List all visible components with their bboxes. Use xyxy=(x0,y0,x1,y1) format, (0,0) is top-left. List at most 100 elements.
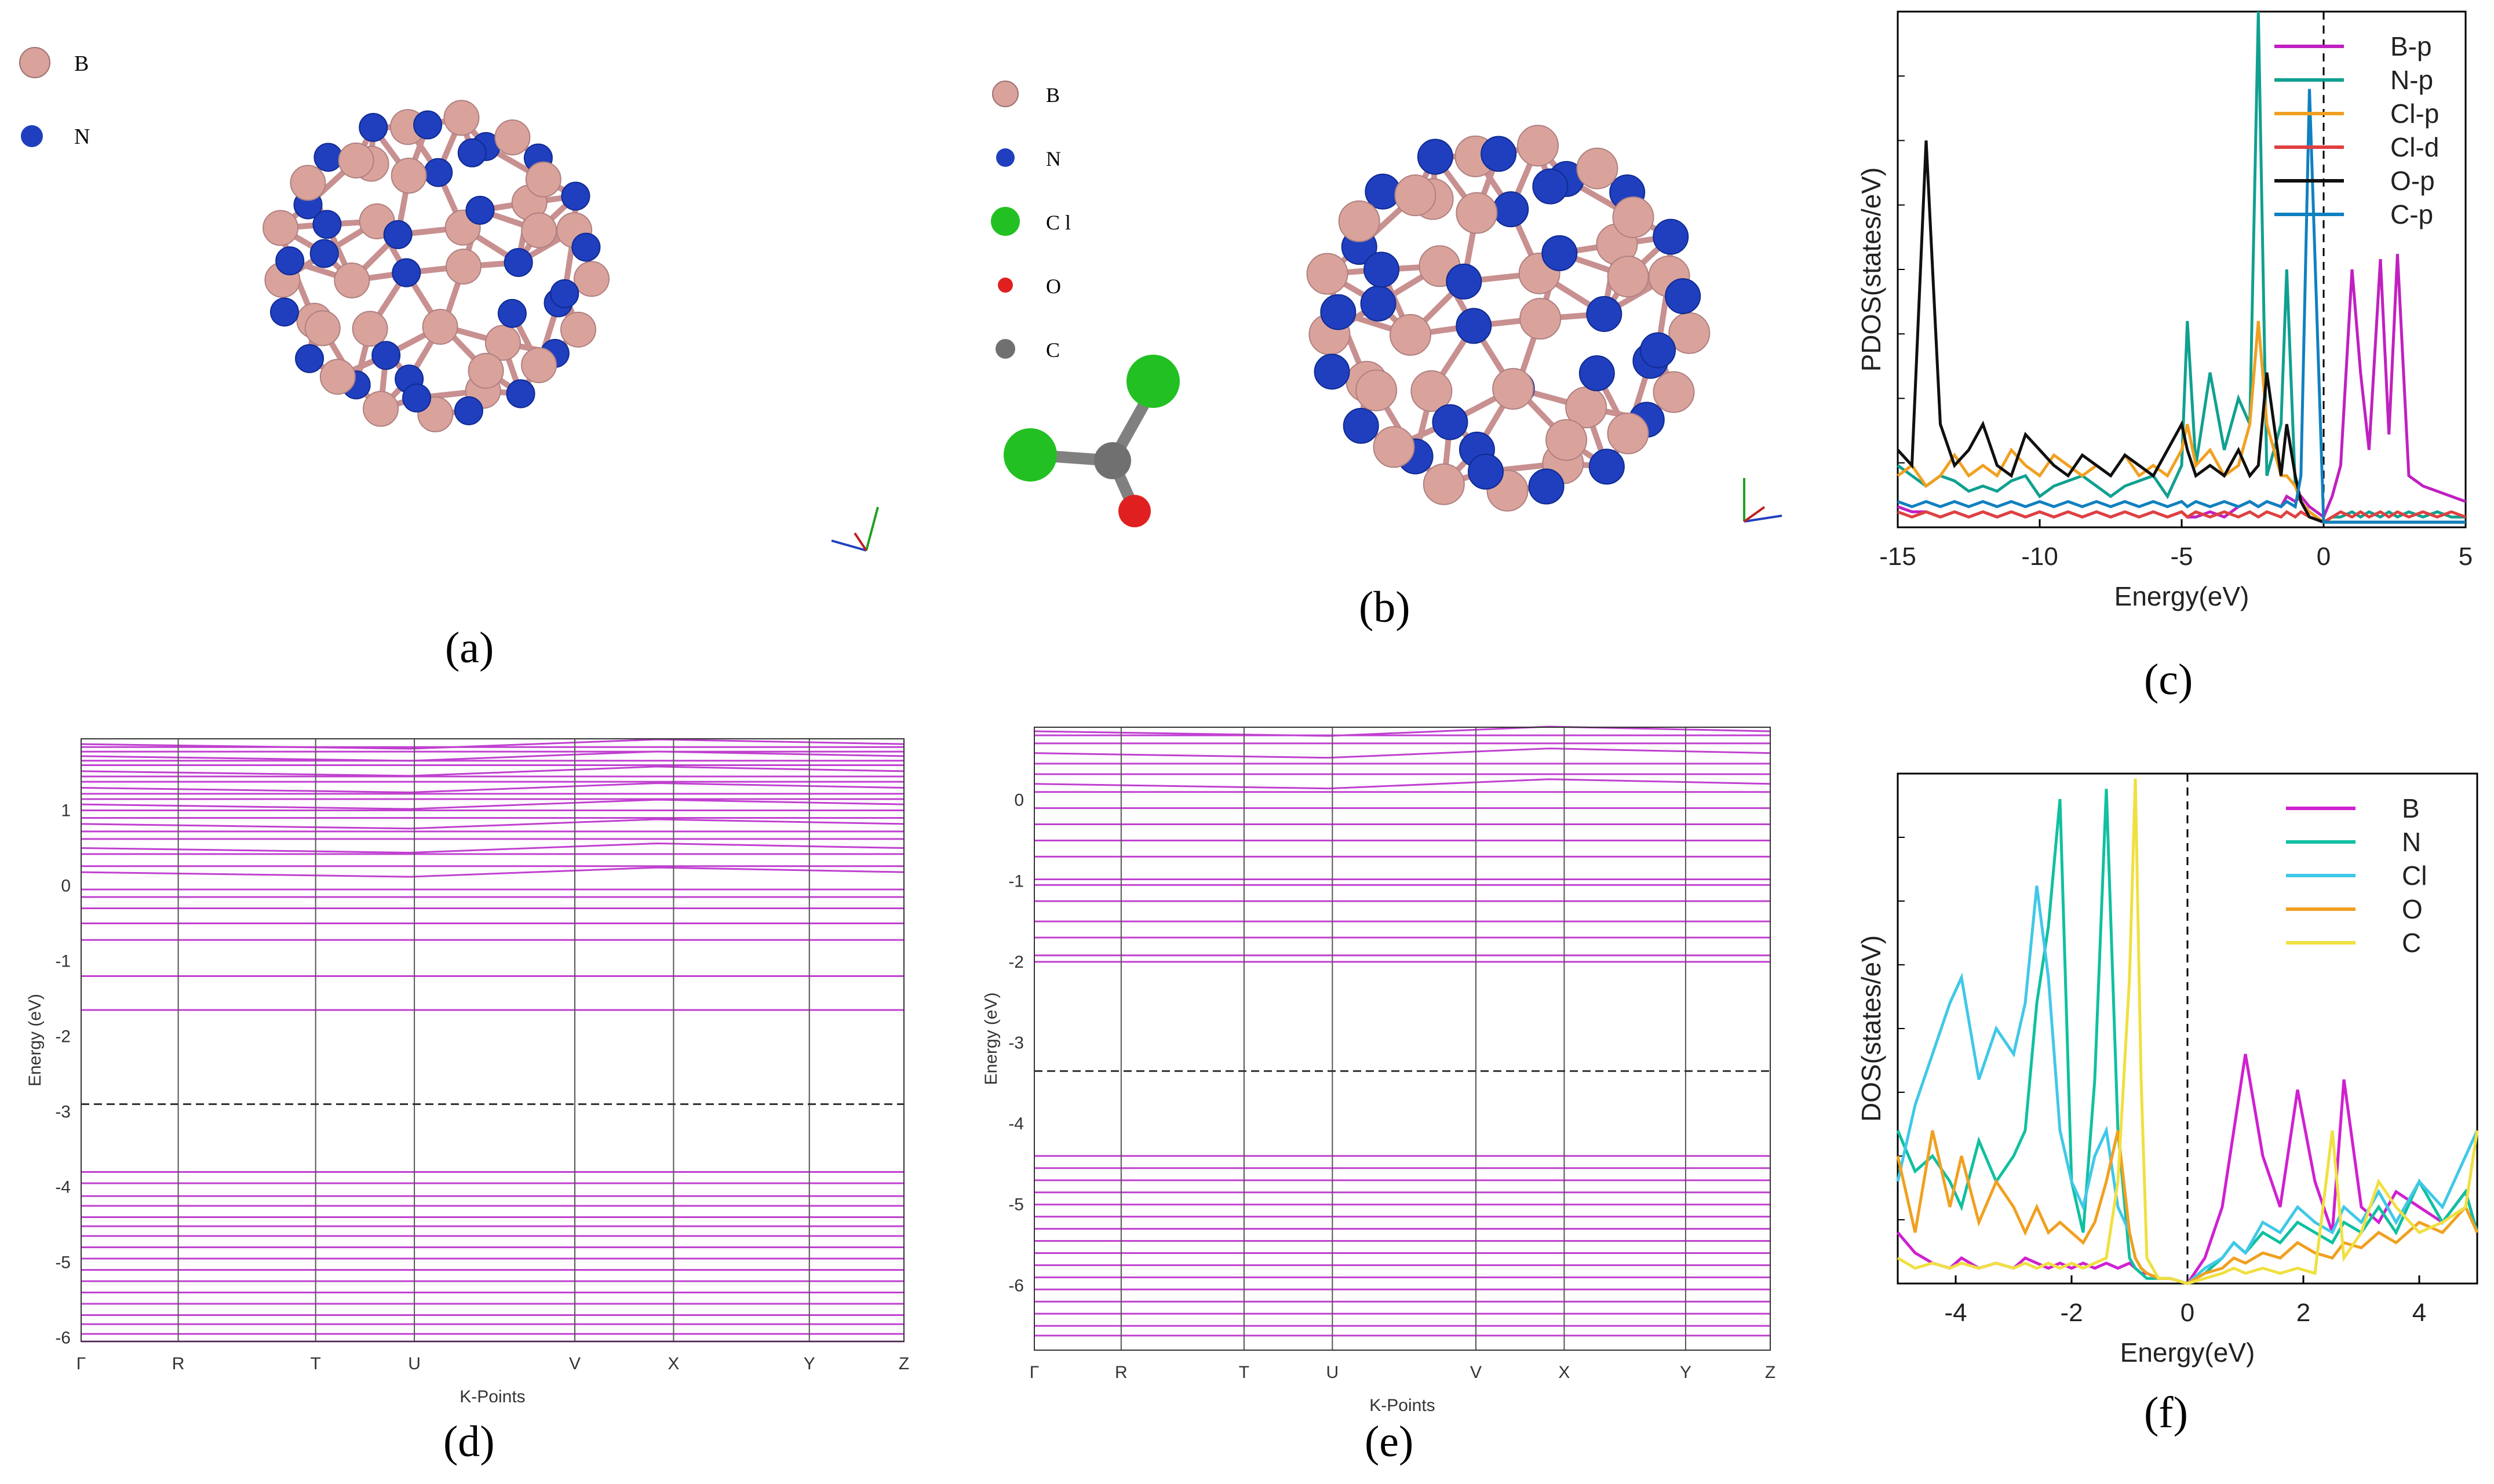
nitrogen-atom xyxy=(465,195,495,225)
band-structure-d: Γ R T U V X Y Z 1 0 -1 -2 -3 -4 -5 -6 K-Points Energy (eV… xyxy=(25,738,909,1406)
boron-atom xyxy=(1653,371,1695,413)
x-tick-label: -4 xyxy=(1944,1299,1967,1327)
y-tick-label: -4 xyxy=(1008,1114,1024,1133)
nitrogen-atom xyxy=(1320,294,1357,330)
boron-atom xyxy=(1612,196,1654,239)
boron-atom xyxy=(484,324,521,361)
legend-label: Cl-d xyxy=(2390,132,2439,162)
boron-atom xyxy=(494,119,531,156)
k-point-label: Y xyxy=(1680,1363,1691,1382)
boron-atom xyxy=(1423,463,1465,505)
nitrogen-atom xyxy=(309,239,339,268)
k-point-label: X xyxy=(1558,1363,1570,1382)
series-line-N-p xyxy=(1897,11,2466,524)
y-axis-label: DOS(states/eV) xyxy=(1856,935,1886,1122)
boron-atom xyxy=(338,143,374,179)
boron-atom xyxy=(262,210,299,246)
x-axis-label: K-Points xyxy=(460,1387,525,1406)
nitrogen-atom xyxy=(1417,138,1453,175)
nitrogen-atom xyxy=(1360,285,1397,322)
x-axis-label: Energy(eV) xyxy=(2120,1337,2255,1368)
x-tick-label: 5 xyxy=(2459,542,2473,571)
nitrogen-atom xyxy=(497,298,527,328)
y-tick-label: -5 xyxy=(55,1253,71,1272)
nitrogen-atom xyxy=(1314,353,1350,390)
boron-atom xyxy=(304,310,341,347)
band-line xyxy=(81,782,905,794)
k-point-label: Γ xyxy=(1030,1363,1040,1382)
boron-atom xyxy=(445,249,482,285)
boron-atom xyxy=(468,352,504,389)
caption-c: (c) xyxy=(2144,655,2193,704)
caption-a: (a) xyxy=(445,624,494,672)
nitrogen-atom xyxy=(1532,168,1569,205)
legend-b-label: B xyxy=(1046,83,1060,107)
band-structure-e: Γ R T U V X Y Z 0 -1 -2 -3 -4 -5 -6 K-Points Energy (eV) xyxy=(982,725,1775,1415)
series-line-Cl-d xyxy=(1897,510,2466,524)
legend-n-label: N xyxy=(1046,147,1061,170)
nitrogen-atom xyxy=(1586,296,1622,332)
boron-atom xyxy=(1456,192,1498,234)
y-tick-label: -6 xyxy=(1008,1276,1024,1295)
y-axis-label: PDOS(states/eV) xyxy=(1856,167,1886,372)
k-point-label: R xyxy=(172,1354,185,1373)
nitrogen-atom xyxy=(1432,404,1468,440)
boron-atom xyxy=(319,359,356,395)
nitrogen-atom xyxy=(295,344,324,373)
phosgene-molecule xyxy=(1004,355,1180,527)
nitrogen-atom xyxy=(1578,355,1615,392)
boron-atom xyxy=(1517,125,1559,167)
boron-atom xyxy=(560,311,596,348)
nitrogen-atom xyxy=(1467,453,1504,490)
legend-label: O-p xyxy=(2390,166,2435,196)
k-point-label: X xyxy=(668,1354,679,1373)
nitrogen-atom xyxy=(1446,263,1482,300)
legend-label: Cl xyxy=(2402,860,2427,891)
x-tick-label: -10 xyxy=(2021,542,2058,571)
boron-atom xyxy=(525,161,561,198)
band-line xyxy=(81,798,905,810)
caption-d: (d) xyxy=(443,1417,495,1466)
axis-triad-a-icon xyxy=(831,506,879,552)
nitrogen-atom xyxy=(454,396,483,425)
nitrogen-atom xyxy=(383,220,413,249)
nitrogen-atom xyxy=(1588,449,1625,485)
nitrogen-atom xyxy=(1541,235,1578,271)
nitrogen-atom xyxy=(413,110,443,140)
legend-cl-atom xyxy=(991,207,1020,236)
legend-label: Cl-p xyxy=(2390,99,2439,129)
legend-label: C-p xyxy=(2390,199,2433,229)
nitrogen-atom xyxy=(1493,191,1529,228)
nitrogen-atom xyxy=(371,341,401,370)
y-tick-label: 0 xyxy=(1014,791,1024,810)
boron-atom xyxy=(1607,256,1649,298)
nitrogen-atom xyxy=(313,143,343,172)
nitrogen-atom xyxy=(561,181,590,211)
y-tick-label: -3 xyxy=(1008,1033,1024,1052)
k-point-label: U xyxy=(1326,1363,1339,1382)
nitrogen-atom xyxy=(504,247,533,277)
boron-atom xyxy=(1410,370,1453,412)
boron-atom xyxy=(1338,200,1380,242)
y-tick-label: -6 xyxy=(55,1329,71,1348)
nitrogen-atom xyxy=(1640,332,1676,369)
nitrogen-atom xyxy=(1665,278,1701,315)
legend-b-atom xyxy=(19,47,50,78)
x-axis-label: K-Points xyxy=(1369,1396,1435,1415)
y-tick-label: -2 xyxy=(55,1027,71,1047)
boron-nitride-cage xyxy=(262,100,610,433)
k-point-label: U xyxy=(408,1354,421,1373)
nitrogen-atom xyxy=(392,258,421,287)
band-line xyxy=(81,866,905,878)
x-tick-label: -2 xyxy=(2060,1299,2083,1327)
x-axis-label: Energy(eV) xyxy=(2114,581,2249,611)
k-point-label: T xyxy=(1239,1363,1249,1382)
boron-atom xyxy=(422,309,458,345)
x-tick-label: -5 xyxy=(2170,542,2193,571)
nitrogen-atom xyxy=(402,383,432,413)
x-tick-label: 0 xyxy=(2181,1299,2194,1327)
panel-a-legend: B N xyxy=(19,47,90,149)
nitrogen-atom xyxy=(1528,468,1565,505)
boron-atom xyxy=(1492,368,1534,410)
nitrogen-atom xyxy=(457,138,487,167)
